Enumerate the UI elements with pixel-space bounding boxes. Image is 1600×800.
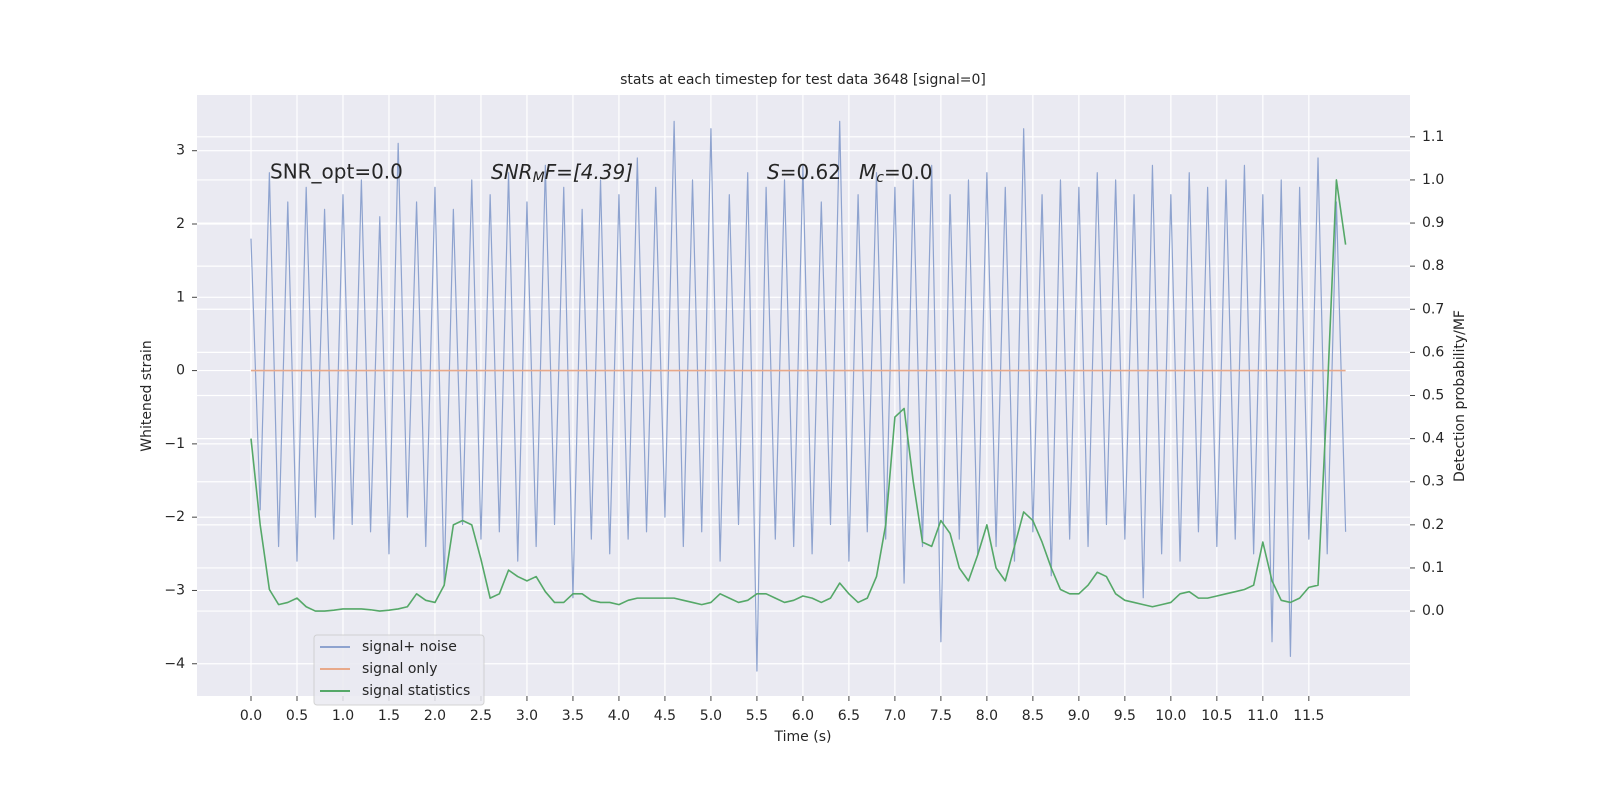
x-tick-label: 6.5	[838, 708, 860, 724]
x-tick-label: 10.5	[1201, 708, 1232, 724]
y2-tick-label: 1.1	[1422, 129, 1444, 145]
annotation-part: =0.0	[884, 160, 933, 184]
marks	[250, 120, 1347, 672]
y-tick-label: 0	[176, 363, 185, 379]
annotation-part: S	[767, 160, 780, 184]
annotation-part: =0.62	[780, 160, 841, 184]
y2-tick-label: 0.5	[1422, 388, 1444, 404]
x-tick-label: 3.5	[562, 708, 584, 724]
x-tick-label: 4.0	[608, 708, 630, 724]
y2-tick-label: 0.0	[1422, 603, 1444, 619]
x-tick-label: 11.0	[1247, 708, 1278, 724]
legend-label: signal+ noise	[362, 639, 457, 655]
x-tick-label: 1.0	[332, 708, 354, 724]
y-tick-label: −4	[164, 656, 185, 672]
x-tick-label: 3.0	[516, 708, 538, 724]
x-tick-label: 0.0	[240, 708, 262, 724]
y-tick-label: −3	[164, 582, 185, 598]
x-tick-label: 11.5	[1293, 708, 1324, 724]
y2-tick-label: 0.1	[1422, 560, 1444, 576]
y2-tick-label: 1.0	[1422, 172, 1444, 188]
y2-tick-label: 0.2	[1422, 517, 1444, 533]
x-tick-label: 4.5	[654, 708, 676, 724]
chart-title: stats at each timestep for test data 364…	[620, 72, 986, 88]
legend-box	[313, 634, 485, 706]
annotation: S=0.62	[767, 160, 841, 184]
annotation: SNR_opt=0.0	[270, 160, 403, 184]
annotation-part: M	[859, 160, 876, 184]
annotation-part: F=[4.39]	[545, 160, 633, 184]
y2-tick-label: 0.7	[1422, 301, 1444, 317]
y-tick-label: 1	[176, 289, 185, 305]
series-line	[250, 179, 1347, 612]
x-tick-label: 0.5	[286, 708, 308, 724]
y-tick-label: 2	[176, 216, 185, 232]
series-line	[250, 120, 1347, 672]
y2-tick-label: 0.3	[1422, 474, 1444, 490]
legend-label: signal statistics	[362, 683, 470, 699]
legend: signal+ noise signal only signal statistic…	[313, 634, 485, 706]
x-tick-label: 2.0	[424, 708, 446, 724]
y2-tick-label: 0.4	[1422, 431, 1444, 447]
x-tick-label: 8.5	[1022, 708, 1044, 724]
x-tick-label: 1.5	[378, 708, 400, 724]
x-axis-label: Time (s)	[774, 729, 832, 745]
annotation: Mc=0.0	[859, 160, 933, 187]
y-tick-label: 3	[176, 143, 185, 159]
y-axis-label: Whitened strain	[139, 340, 155, 451]
x-tick-label: 5.5	[746, 708, 768, 724]
y2-axis-label: Detection probability/MF	[1452, 310, 1468, 482]
annotation: SNRMF=[4.39]	[491, 160, 633, 187]
y-tick-label: −2	[164, 509, 185, 525]
y2-tick-label: 0.6	[1422, 344, 1444, 360]
x-tick-label: 9.0	[1068, 708, 1090, 724]
y-tick-label: −1	[164, 436, 185, 452]
x-tick-label: 2.5	[470, 708, 492, 724]
annotation-part: SNR	[491, 160, 533, 184]
y2-tick-label: 0.8	[1422, 258, 1444, 274]
x-tick-label: 8.0	[976, 708, 998, 724]
y2-tick-label: 0.9	[1422, 215, 1444, 231]
annotation-part: M	[533, 170, 545, 186]
ticks: 0.0 0.5 1.0 1.5 2.0 2.5 3.0 3.5 4.0 4.5 5.0 5.5 6.0 6…	[164, 129, 1444, 724]
x-tick-label: 5.0	[700, 708, 722, 724]
x-tick-label: 7.5	[930, 708, 952, 724]
x-tick-label: 10.0	[1155, 708, 1186, 724]
x-tick-label: 9.5	[1114, 708, 1136, 724]
annotation-part: c	[876, 170, 884, 186]
legend-label: signal only	[362, 661, 437, 677]
x-tick-label: 7.0	[884, 708, 906, 724]
x-tick-label: 6.0	[792, 708, 814, 724]
